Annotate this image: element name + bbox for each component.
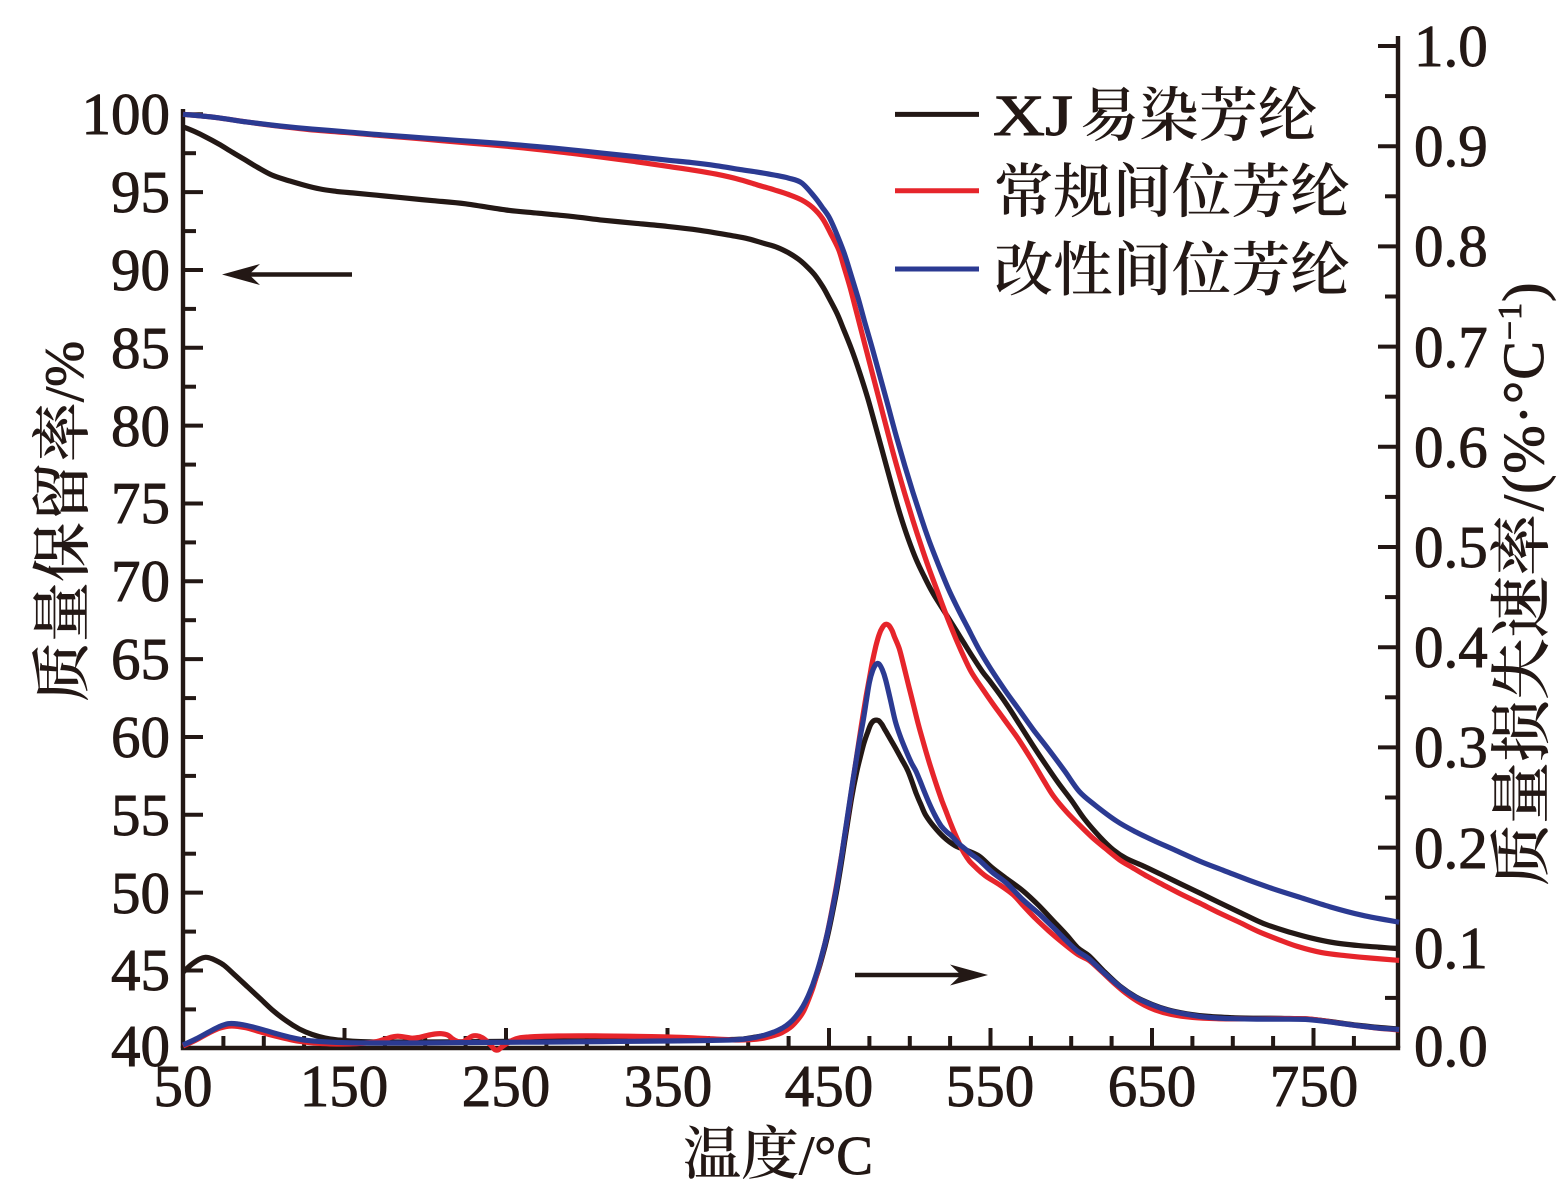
- svg-text:250: 250: [462, 1053, 551, 1119]
- svg-text:XJ: XJ: [993, 83, 1073, 148]
- svg-text:1.0: 1.0: [1414, 13, 1488, 79]
- svg-text:0.8: 0.8: [1414, 213, 1488, 279]
- svg-text:75: 75: [111, 470, 170, 536]
- svg-text:65: 65: [111, 626, 170, 692]
- svg-text:0.1: 0.1: [1414, 915, 1488, 981]
- svg-text:550: 550: [946, 1053, 1035, 1119]
- svg-text:100: 100: [82, 81, 171, 147]
- svg-text:0.2: 0.2: [1414, 815, 1488, 881]
- svg-text:650: 650: [1108, 1053, 1197, 1119]
- svg-text:90: 90: [111, 237, 170, 303]
- svg-text:0.6: 0.6: [1414, 414, 1488, 480]
- svg-text:0.5: 0.5: [1414, 514, 1488, 580]
- svg-text:40: 40: [111, 1013, 170, 1079]
- svg-text:45: 45: [111, 937, 170, 1003]
- svg-text:80: 80: [111, 393, 170, 459]
- svg-text:60: 60: [111, 704, 170, 770]
- svg-text:0.3: 0.3: [1414, 714, 1488, 780]
- svg-text:70: 70: [111, 548, 170, 614]
- svg-text:85: 85: [111, 315, 170, 381]
- svg-text:50: 50: [154, 1053, 213, 1119]
- svg-text:0.4: 0.4: [1414, 614, 1488, 680]
- svg-text:/%: /%: [34, 341, 95, 402]
- svg-text:350: 350: [624, 1053, 713, 1119]
- svg-text:55: 55: [111, 782, 170, 848]
- svg-text:/°C: /°C: [799, 1125, 873, 1186]
- svg-text:150: 150: [300, 1053, 389, 1119]
- svg-text:50: 50: [111, 860, 170, 926]
- svg-text:0.7: 0.7: [1414, 314, 1488, 380]
- svg-text:0.9: 0.9: [1414, 113, 1488, 179]
- svg-text:95: 95: [111, 159, 170, 225]
- svg-text:0.0: 0.0: [1414, 1013, 1488, 1079]
- svg-text:750: 750: [1270, 1053, 1359, 1119]
- svg-text:450: 450: [785, 1053, 874, 1119]
